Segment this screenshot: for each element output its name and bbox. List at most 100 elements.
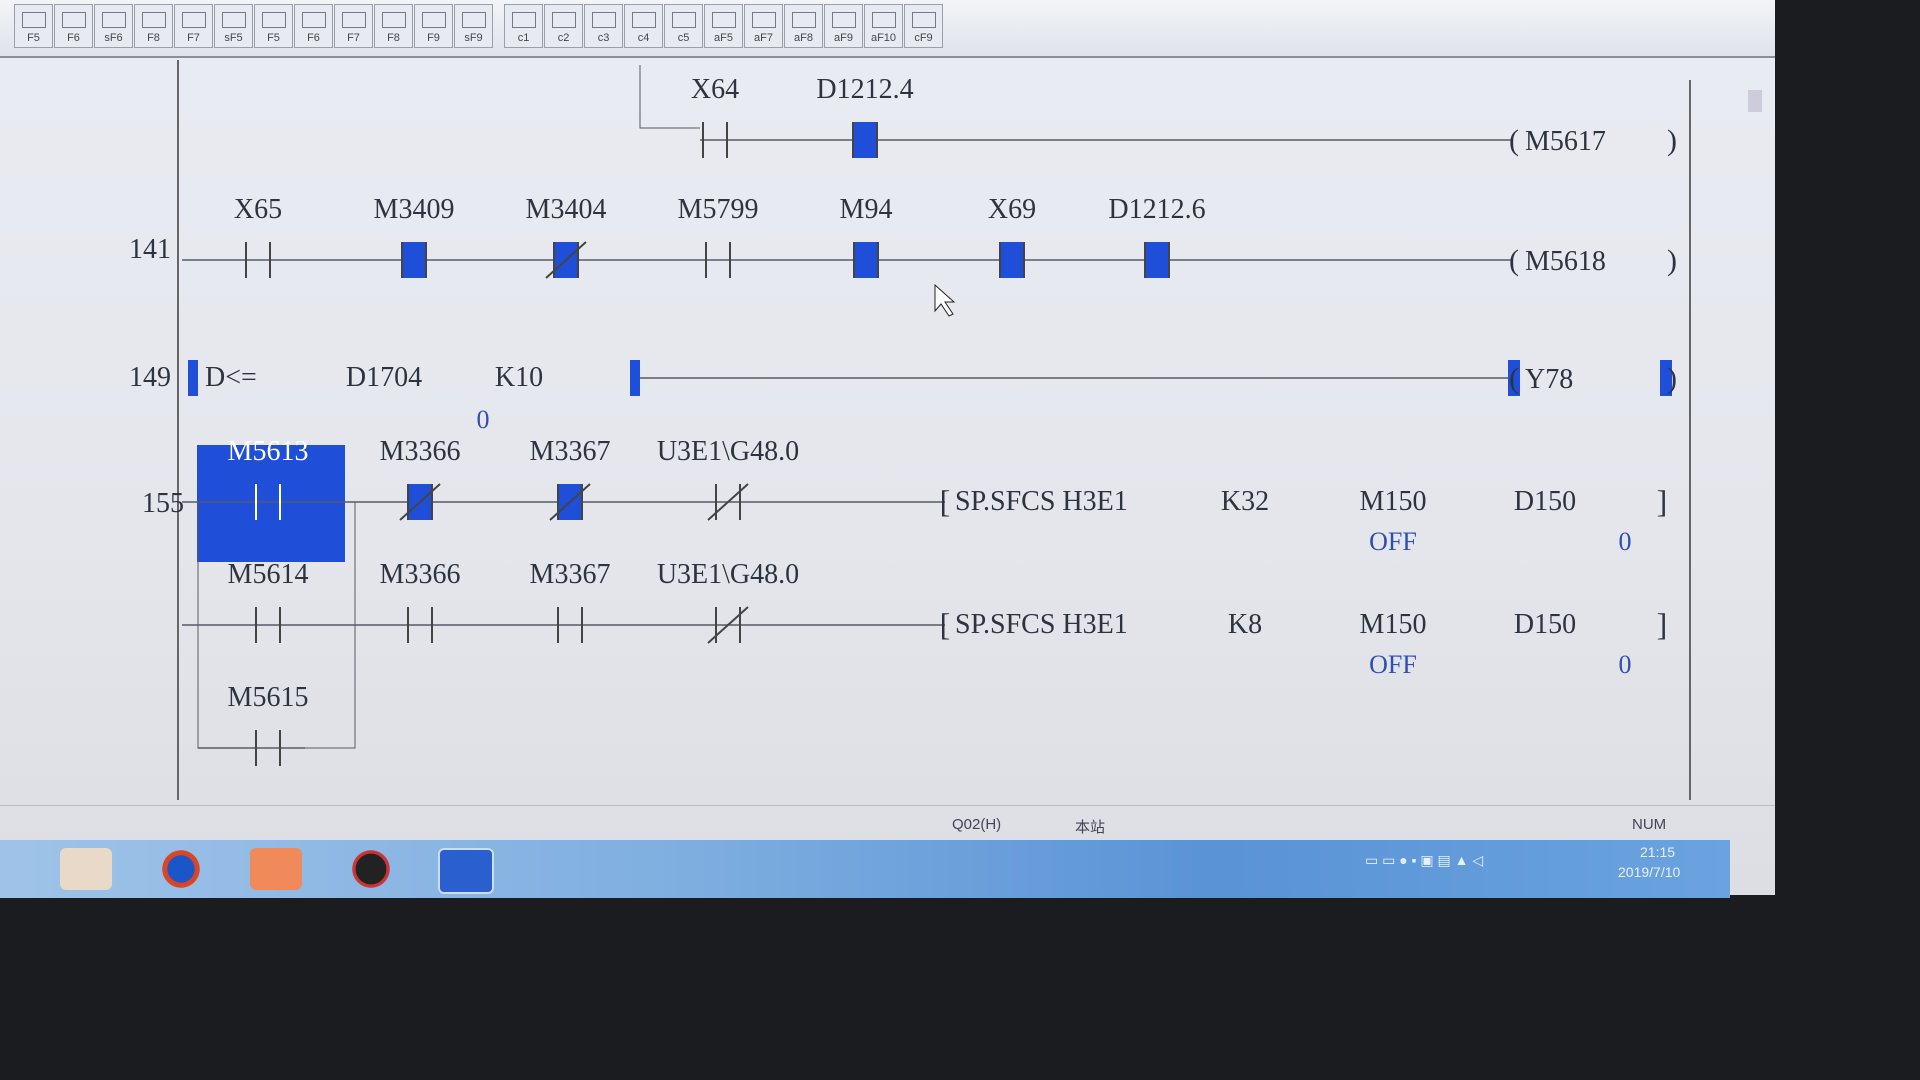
toolbar-button-f6[interactable]: F6 <box>54 4 93 48</box>
ladder-symbol-icon <box>671 12 696 28</box>
nc-slash <box>707 606 749 644</box>
contact-m3367[interactable] <box>557 607 583 643</box>
toolbar-button-label: c3 <box>597 32 610 44</box>
ladder-symbol-icon <box>101 12 126 28</box>
toolbar-button-sf6[interactable]: sF6 <box>94 4 133 48</box>
toolbar-button-label: aF8 <box>794 32 813 44</box>
contact-m3409[interactable] <box>401 242 427 278</box>
instruction-open-bracket: [ <box>940 483 951 519</box>
contact-label: M5615 <box>228 682 309 713</box>
contact-u3e1-g48-0[interactable] <box>707 483 749 521</box>
contact-m3366[interactable] <box>399 483 441 521</box>
ladder-toolbar: F5 F6 sF6 F8 F7 sF5 F5 F6 F7 F8 F9 sF9 c1 c2 c3 c4 c5 aF5… <box>0 0 1775 58</box>
contact-label: M94 <box>840 194 893 225</box>
toolbar-button-af9[interactable]: aF9 <box>824 4 863 48</box>
contact-m5614[interactable] <box>255 607 281 643</box>
contact-d1212-6[interactable] <box>1144 242 1170 278</box>
toolbar-button-c4[interactable]: c4 <box>624 4 663 48</box>
coil-on-indicator <box>1508 360 1520 396</box>
coil-label: M5618 <box>1525 246 1606 277</box>
gppw-icon[interactable] <box>345 848 397 890</box>
contact-on-indicator <box>1000 242 1024 278</box>
compare-operator: D<= <box>205 362 257 393</box>
contact-m3367[interactable] <box>549 483 591 521</box>
contact-x69[interactable] <box>999 242 1025 278</box>
toolbar-button-af5[interactable]: aF5 <box>704 4 743 48</box>
tray-icons[interactable]: ▭ ▭ ● ▪ ▣ ▤ ▲ ◁ <box>1365 852 1484 868</box>
toolbar-button-c2[interactable]: c2 <box>544 4 583 48</box>
toolbar-button-label: F8 <box>147 32 160 44</box>
contact-m5613[interactable] <box>255 484 281 520</box>
toolbar-button-f5[interactable]: F5 <box>14 4 53 48</box>
instruction-operand: M150 <box>1360 486 1427 517</box>
contact-label: X64 <box>691 74 739 105</box>
ladder-symbol-icon <box>791 12 816 28</box>
nc-slash <box>545 241 587 279</box>
pdf-icon[interactable] <box>250 848 302 890</box>
ladder-symbol-icon <box>141 12 166 28</box>
contact-u3e1-g48-0[interactable] <box>707 606 749 644</box>
toolbar-button-c1[interactable]: c1 <box>504 4 543 48</box>
instruction-operand: M150 <box>1360 609 1427 640</box>
ladder-symbol-icon <box>511 12 536 28</box>
station: 本站 <box>1075 819 1106 836</box>
contact-label: M3409 <box>374 194 455 225</box>
contact-x64[interactable] <box>702 122 728 158</box>
toolbar-button-sf9[interactable]: sF9 <box>454 4 493 48</box>
compare-source-1-value: 0 <box>477 405 490 434</box>
step-number: 149 <box>129 362 171 393</box>
vertical-scrollbar[interactable] <box>1748 90 1762 112</box>
contact-on-indicator <box>854 242 878 278</box>
toolbar-button-c5[interactable]: c5 <box>664 4 703 48</box>
contact-m94[interactable] <box>853 242 879 278</box>
toolbar-button-label: F6 <box>307 32 320 44</box>
coil-close-paren: ) <box>1667 124 1677 157</box>
instruction-close-bracket: ] <box>1657 483 1668 519</box>
compare-on-indicator <box>188 360 198 396</box>
ladder-symbol-icon <box>871 12 896 28</box>
toolbar-button-af8[interactable]: aF8 <box>784 4 823 48</box>
ladder-symbol-icon <box>591 12 616 28</box>
toolbar-button-label: aF5 <box>714 32 733 44</box>
coil-on-indicator <box>1660 360 1672 396</box>
contact-m3404[interactable] <box>545 241 587 279</box>
toolbar-button-c3[interactable]: c3 <box>584 4 623 48</box>
contact-x65[interactable] <box>245 242 271 278</box>
toolbar-button-f9[interactable]: F9 <box>414 4 453 48</box>
toolbar-button-label: F5 <box>267 32 280 44</box>
ladder-symbol-icon <box>831 12 856 28</box>
toolbar-button-f7[interactable]: F7 <box>334 4 373 48</box>
instruction-operand: D150 <box>1514 609 1576 640</box>
num-lock-indicator: NUM <box>1632 816 1667 833</box>
media-player-icon[interactable] <box>60 848 112 890</box>
toolbar-button-sf5[interactable]: sF5 <box>214 4 253 48</box>
contact-label: D1212.6 <box>1108 194 1205 225</box>
toolbar-button-f8[interactable]: F8 <box>134 4 173 48</box>
step-number: 155 <box>142 488 184 519</box>
toolbar-button-cf9[interactable]: cF9 <box>904 4 943 48</box>
toolbar-button-af10[interactable]: aF10 <box>864 4 903 48</box>
coil-open-paren: ( <box>1509 362 1519 395</box>
selection-cursor[interactable] <box>197 445 345 562</box>
gx-developer-taskbar-icon[interactable] <box>438 848 494 894</box>
video-player-icon[interactable] <box>155 848 207 890</box>
toolbar-button-label: F9 <box>427 32 440 44</box>
toolbar-button-f6[interactable]: F6 <box>294 4 333 48</box>
toolbar-button-label: F8 <box>387 32 400 44</box>
compare-end-marker <box>630 360 640 396</box>
toolbar-button-f5[interactable]: F5 <box>254 4 293 48</box>
plc-type: Q02(H) <box>952 816 1002 833</box>
ladder-symbol-icon <box>181 12 206 28</box>
toolbar-button-f7[interactable]: F7 <box>174 4 213 48</box>
ladder-symbol-icon <box>301 12 326 28</box>
contact-m5615[interactable] <box>255 730 281 766</box>
contact-d1212-4[interactable] <box>852 122 878 158</box>
contact-m5799[interactable] <box>705 242 731 278</box>
toolbar-button-af7[interactable]: aF7 <box>744 4 783 48</box>
contact-m3366[interactable] <box>407 607 433 643</box>
nc-slash <box>399 483 441 521</box>
instruction-name: SP.SFCS H3E1 <box>955 609 1128 640</box>
status-bar: Q02(H) 本站 NUM <box>0 805 1775 841</box>
toolbar-button-f8[interactable]: F8 <box>374 4 413 48</box>
